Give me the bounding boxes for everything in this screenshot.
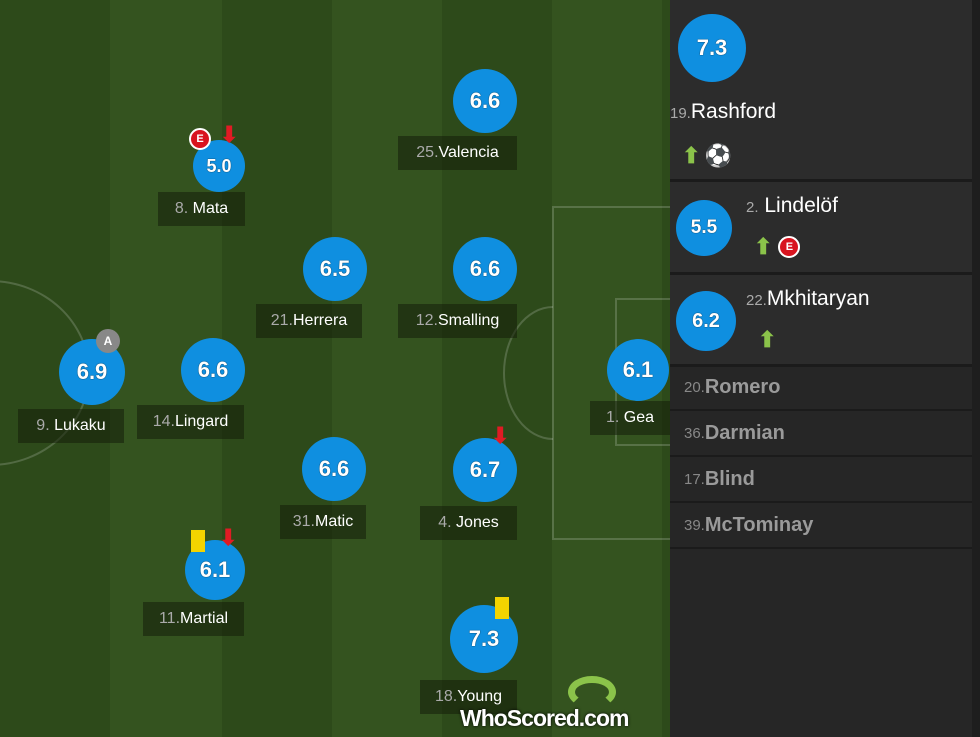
whoscored-logo: WhoScored.com <box>460 676 660 732</box>
sub-on-arrow-icon: ⬆ <box>754 234 773 259</box>
goal-ball-icon: ⚽ <box>704 143 732 168</box>
bench-row[interactable]: 17. Blind <box>670 457 972 503</box>
substitute-row[interactable]: 7.3 19.Rashford ⬆ ⚽ <box>670 0 972 182</box>
logo-mark-icon <box>568 676 616 708</box>
substitute-row[interactable]: 6.2 22.Mkhitaryan ⬆ <box>670 275 972 367</box>
sub-on-arrow-icon: ⬆ <box>682 143 701 168</box>
player-label[interactable]: 11. Martial <box>143 602 244 636</box>
player-label[interactable]: 14. Lingard <box>137 405 244 439</box>
rating-circle[interactable]: 6.5 <box>303 237 367 301</box>
sub-off-arrow-icon: ⬇ <box>219 525 238 550</box>
rating-circle: 7.3 <box>678 14 746 82</box>
substitute-row[interactable]: 5.5 2. Lindelöf ⬆ E <box>670 182 972 275</box>
rating-circle[interactable]: 6.6 <box>453 69 517 133</box>
player-label[interactable]: 8. Mata <box>158 192 245 226</box>
error-badge-icon: E <box>778 236 801 258</box>
rating-circle[interactable]: 6.6 <box>453 237 517 301</box>
player-label[interactable]: 9. Lukaku <box>18 409 124 443</box>
captain-badge-icon: A <box>96 329 120 353</box>
sub-off-arrow-icon: ⬇ <box>491 423 510 448</box>
rating-circle: 6.2 <box>676 291 736 351</box>
rating-circle: 5.5 <box>676 200 732 256</box>
player-name: Rashford <box>690 100 777 123</box>
yellow-card-icon <box>191 530 205 552</box>
yellow-card-icon <box>495 597 509 619</box>
player-name: Lindelöf <box>764 194 838 217</box>
player-label[interactable]: 1. Gea <box>590 401 670 435</box>
player-label[interactable]: 25. Valencia <box>398 136 517 170</box>
player-label[interactable]: 18. Young <box>420 680 517 714</box>
rating-circle[interactable]: 6.6 <box>181 338 245 402</box>
error-badge-icon: E <box>189 128 211 150</box>
rating-circle[interactable]: 6.1 <box>607 339 669 401</box>
bench-row[interactable]: 39. McTominay <box>670 503 972 549</box>
player-label[interactable]: 21. Herrera <box>256 304 362 338</box>
sub-off-arrow-icon: ⬇ <box>220 122 239 147</box>
rating-circle[interactable]: 6.6 <box>302 437 366 501</box>
player-label[interactable]: 12. Smalling <box>398 304 517 338</box>
player-name: Mkhitaryan <box>766 287 870 310</box>
penalty-box <box>552 206 670 540</box>
player-label[interactable]: 31. Matic <box>280 505 366 539</box>
substitutes-panel: 7.3 19.Rashford ⬆ ⚽ 5.5 2. Lindelöf ⬆ E … <box>670 0 972 737</box>
player-label[interactable]: 4. Jones <box>420 506 517 540</box>
pitch: 25. Valencia 6.6 8. Mata 5.0 E ⬇ 21. Herre… <box>0 0 670 737</box>
bench-row[interactable]: 36. Darmian <box>670 411 972 457</box>
sub-on-arrow-icon: ⬆ <box>758 327 777 352</box>
bench-row[interactable]: 20. Romero <box>670 365 972 411</box>
rating-circle[interactable]: 6.7 <box>453 438 517 502</box>
